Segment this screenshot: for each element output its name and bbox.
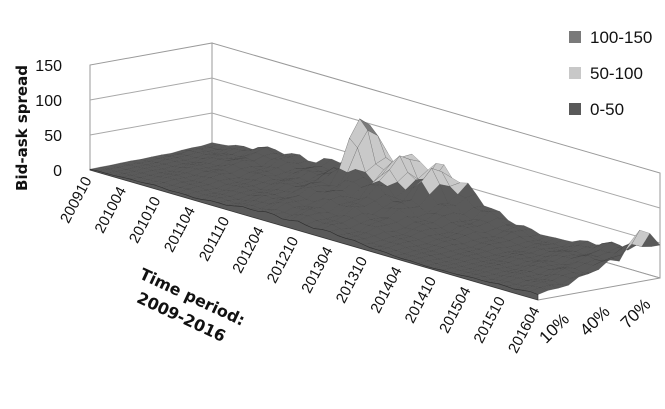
legend-label: 0-50 [590, 100, 624, 119]
time-tick-label: 201210 [264, 234, 303, 286]
legend-swatch [569, 103, 581, 115]
time-tick-label: 201604 [505, 304, 544, 356]
legend-label: 100-150 [590, 28, 652, 47]
time-tick-label: 201504 [436, 284, 475, 336]
z-axis-title: Bid-ask spread [13, 65, 31, 191]
time-tick-label: 201410 [402, 274, 441, 326]
time-tick-label: 201104 [161, 204, 199, 255]
time-tick-label: 201404 [367, 264, 406, 316]
depth-tick-label: 70% [617, 295, 654, 332]
depth-tick-label: 40% [576, 302, 613, 339]
z-tick-label: 100 [35, 93, 62, 110]
time-tick-label: 201204 [229, 224, 268, 276]
legend-swatch [569, 67, 581, 79]
chart-legend: 100-150 50-100 0-50 [569, 28, 652, 119]
z-tick-label: 0 [53, 163, 62, 180]
time-tick-label: 201510 [471, 294, 510, 346]
time-tick-label: 200910 [57, 174, 96, 226]
time-tick-label: 201004 [92, 184, 131, 236]
legend-label: 50-100 [590, 64, 643, 83]
time-tick-label: 201010 [126, 194, 165, 246]
time-tick-label: 201304 [298, 244, 337, 296]
time-tick-label: 201110 [196, 214, 233, 264]
z-tick-label: 150 [35, 58, 62, 75]
time-tick-label: 201310 [333, 254, 372, 306]
legend-swatch [569, 31, 581, 43]
z-tick-label: 50 [44, 128, 62, 145]
